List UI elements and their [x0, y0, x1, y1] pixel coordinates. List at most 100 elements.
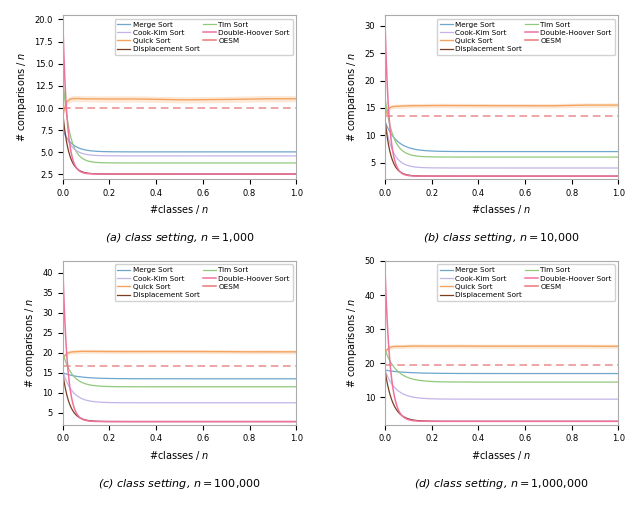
Double-Hoover Sort: [59, 262, 67, 268]
Displacement Sort: [381, 121, 389, 127]
Double-Hoover Sort: [225, 171, 232, 177]
Line: Tim Sort: Tim Sort: [385, 350, 618, 382]
Double-Hoover Sort: [70, 405, 78, 411]
Double-Hoover Sort: [70, 160, 78, 166]
Y-axis label: # comparisons / $n$: # comparisons / $n$: [345, 298, 359, 388]
Tim Sort: [59, 74, 67, 80]
OESM: [74, 363, 82, 369]
Merge Sort: [614, 370, 622, 377]
Quick Sort: [292, 96, 300, 102]
Double-Hoover Sort: [406, 417, 414, 423]
Double-Hoover Sort: [292, 419, 300, 425]
Displacement Sort: [396, 411, 404, 417]
Quick Sort: [390, 103, 397, 109]
Line: Tim Sort: Tim Sort: [63, 77, 296, 163]
Displacement Sort: [450, 173, 458, 179]
Tim Sort: [406, 376, 414, 382]
OESM: [128, 105, 136, 111]
Merge Sort: [390, 134, 397, 141]
Tim Sort: [60, 81, 67, 87]
Double-Hoover Sort: [588, 419, 596, 425]
Tim Sort: [128, 160, 136, 166]
Tim Sort: [128, 384, 136, 390]
Line: Tim Sort: Tim Sort: [385, 97, 618, 157]
Tim Sort: [68, 137, 76, 144]
Line: Cook-Kim Sort: Cook-Kim Sort: [385, 122, 618, 168]
Cook-Kim Sort: [450, 165, 458, 171]
Legend: Merge Sort, Cook-Kim Sort, Quick Sort, Displacement Sort, Tim Sort, Double-Hoove: Merge Sort, Cook-Kim Sort, Quick Sort, D…: [115, 265, 292, 301]
Merge Sort: [406, 145, 414, 151]
OESM: [392, 362, 400, 368]
Merge Sort: [70, 373, 78, 379]
Line: Merge Sort: Merge Sort: [63, 373, 296, 379]
Double-Hoover Sort: [245, 419, 253, 425]
Quick Sort: [451, 343, 459, 349]
OESM: [381, 362, 389, 368]
Quick Sort: [614, 343, 622, 350]
Merge Sort: [396, 369, 404, 375]
OESM: [381, 362, 389, 368]
Line: Merge Sort: Merge Sort: [63, 130, 296, 152]
Merge Sort: [381, 120, 389, 126]
Merge Sort: [74, 374, 82, 380]
Merge Sort: [292, 376, 300, 382]
OESM: [381, 113, 389, 119]
Displacement Sort: [74, 166, 82, 172]
Tim Sort: [70, 374, 78, 380]
Tim Sort: [450, 379, 458, 385]
Merge Sort: [59, 127, 67, 133]
Cook-Kim Sort: [292, 400, 300, 406]
Merge Sort: [392, 368, 400, 375]
Quick Sort: [70, 96, 78, 102]
Tim Sort: [59, 350, 67, 356]
Quick Sort: [74, 96, 82, 102]
Displacement Sort: [292, 419, 300, 425]
Double-Hoover Sort: [74, 412, 82, 419]
Displacement Sort: [606, 173, 614, 179]
OESM: [128, 363, 136, 369]
Tim Sort: [84, 158, 92, 164]
Merge Sort: [396, 140, 404, 146]
Displacement Sort: [68, 157, 76, 164]
Double-Hoover Sort: [390, 391, 397, 397]
Merge Sort: [390, 368, 397, 375]
OESM: [406, 362, 414, 368]
Displacement Sort: [392, 406, 400, 412]
OESM: [292, 363, 300, 369]
Double-Hoover Sort: [392, 401, 400, 407]
OESM: [390, 362, 397, 368]
Line: Displacement Sort: Displacement Sort: [385, 119, 618, 176]
Tim Sort: [392, 367, 400, 373]
Double-Hoover Sort: [396, 169, 404, 175]
Quick Sort: [80, 348, 88, 354]
Cook-Kim Sort: [614, 165, 622, 171]
Double-Hoover Sort: [128, 171, 136, 177]
Tim Sort: [381, 346, 389, 353]
OESM: [396, 362, 404, 368]
Quick Sort: [413, 343, 420, 349]
Merge Sort: [74, 145, 82, 151]
Line: Cook-Kim Sort: Cook-Kim Sort: [63, 126, 296, 156]
Displacement Sort: [381, 116, 389, 122]
Cook-Kim Sort: [392, 154, 400, 160]
Text: (a) class setting, $n = 1{,}000$: (a) class setting, $n = 1{,}000$: [105, 231, 254, 245]
Merge Sort: [406, 369, 414, 376]
Legend: Merge Sort, Cook-Kim Sort, Quick Sort, Displacement Sort, Tim Sort, Double-Hoove: Merge Sort, Cook-Kim Sort, Quick Sort, D…: [436, 18, 615, 55]
X-axis label: #classes / $n$: #classes / $n$: [472, 449, 532, 462]
Quick Sort: [396, 103, 404, 109]
Merge Sort: [392, 137, 400, 143]
Double-Hoover Sort: [450, 173, 458, 179]
Displacement Sort: [60, 115, 67, 121]
Quick Sort: [392, 343, 400, 350]
Cook-Kim Sort: [59, 123, 67, 129]
Line: Double-Hoover Sort: Double-Hoover Sort: [385, 268, 618, 422]
Displacement Sort: [450, 419, 458, 425]
Quick Sort: [381, 113, 389, 120]
Y-axis label: # comparisons / $n$: # comparisons / $n$: [15, 52, 29, 142]
Merge Sort: [84, 375, 92, 381]
Line: Quick Sort: Quick Sort: [385, 346, 618, 353]
OESM: [614, 362, 622, 368]
Y-axis label: # comparisons / $n$: # comparisons / $n$: [23, 298, 37, 388]
Double-Hoover Sort: [59, 16, 67, 22]
Displacement Sort: [68, 406, 76, 412]
